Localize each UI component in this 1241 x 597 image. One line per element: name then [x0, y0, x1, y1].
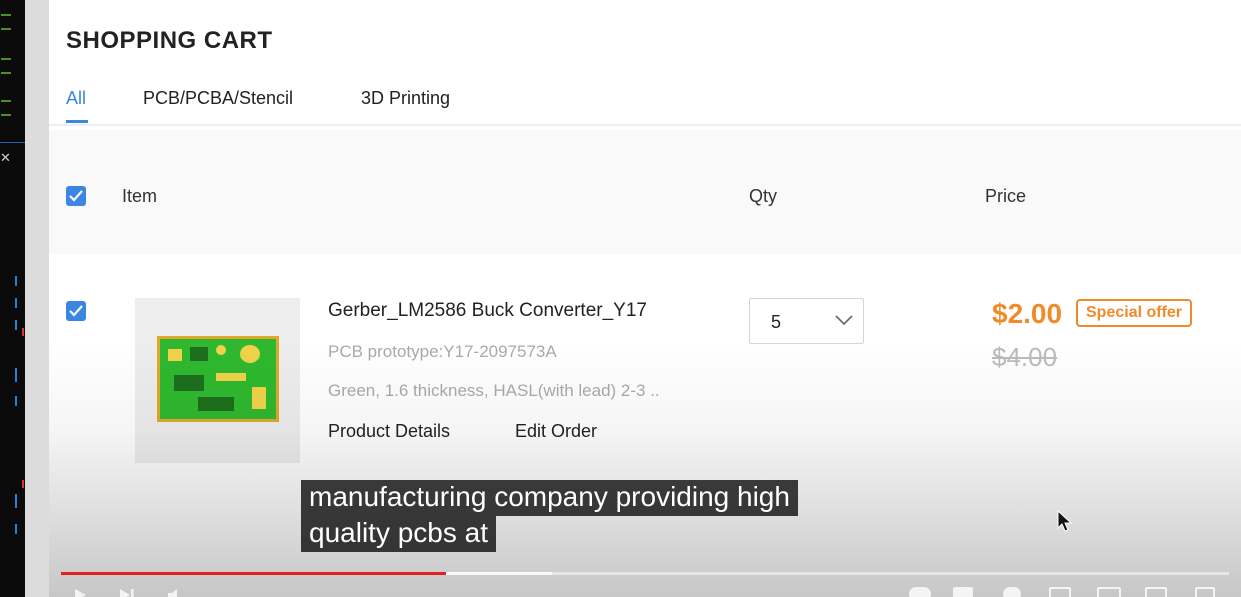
pcb-pad: [240, 345, 260, 363]
page-margin: [25, 0, 49, 597]
left-panel-edge: ✕: [0, 0, 25, 597]
product-name: Gerber_LM2586 Buck Converter_Y17: [328, 300, 647, 321]
quantity-select[interactable]: 5: [749, 298, 864, 344]
shopping-cart-page: SHOPPING CART All PCB/PCBA/Stencil 3D Pr…: [49, 0, 1241, 597]
tab-3d-printing[interactable]: 3D Printing: [361, 88, 451, 108]
cart-tabs: All PCB/PCBA/Stencil 3D Printing: [49, 86, 1241, 126]
panel-marker: [22, 480, 24, 488]
settings-gear-icon[interactable]: [1003, 587, 1021, 597]
panel-text: [1, 14, 11, 16]
pcb-pad: [252, 387, 266, 409]
panel-marker: [15, 320, 17, 330]
pcb-chip: [190, 347, 208, 361]
pcb-pad: [168, 349, 182, 361]
video-played-bar: [61, 572, 447, 575]
active-tab-indicator: [66, 120, 88, 123]
panel-marker: [22, 328, 24, 336]
product-subtitle: PCB prototype:Y17-2097573A: [328, 342, 557, 361]
video-progress-bar[interactable]: [61, 572, 1229, 575]
tab-all[interactable]: All: [66, 88, 87, 108]
product-spec: Green, 1.6 thickness, HASL(with lead) 2-…: [328, 381, 660, 400]
pcb-board-image: [157, 336, 279, 422]
cast-icon[interactable]: [1145, 587, 1167, 597]
panel-marker: [15, 524, 17, 534]
volume-icon[interactable]: [167, 588, 183, 597]
panel-text: [1, 114, 11, 116]
panel-text: [1, 28, 11, 30]
panel-text: [1, 58, 11, 60]
pcb-display: [198, 397, 234, 411]
pcb-chip: [174, 375, 204, 391]
panel-marker: [15, 276, 17, 286]
close-icon[interactable]: ✕: [0, 150, 11, 165]
check-icon: [69, 305, 83, 317]
caption-line-2: quality pcbs at: [301, 516, 496, 552]
column-header-price: Price: [985, 186, 1027, 206]
pcb-pad: [216, 373, 246, 381]
panel-marker: [15, 396, 17, 406]
autoplay-toggle[interactable]: [909, 587, 931, 597]
tab-pcb-pcba-stencil[interactable]: PCB/PCBA/Stencil: [143, 88, 294, 108]
theater-mode-icon[interactable]: [1097, 587, 1121, 597]
special-offer-badge: Special offer: [1076, 299, 1193, 327]
item-price: $2.00: [992, 298, 1063, 329]
edit-order-link[interactable]: Edit Order: [515, 421, 598, 441]
panel-marker: [15, 494, 17, 508]
check-icon: [69, 190, 83, 202]
mouse-cursor-icon: [1057, 510, 1073, 532]
quantity-value: 5: [771, 312, 782, 332]
video-caption: manufacturing company providing high qua…: [301, 480, 798, 552]
page-title: SHOPPING CART: [66, 27, 273, 54]
original-price: $4.00: [992, 342, 1058, 372]
product-details-link[interactable]: Product Details: [328, 421, 451, 441]
pcb-pad: [216, 345, 226, 355]
column-header-qty: Qty: [749, 186, 778, 206]
caption-line-1: manufacturing company providing high: [301, 480, 798, 516]
panel-marker: [15, 298, 17, 308]
fullscreen-icon[interactable]: [1195, 587, 1215, 597]
select-all-checkbox[interactable]: [66, 186, 86, 206]
panel-text: [1, 72, 11, 74]
play-icon[interactable]: [73, 588, 87, 597]
product-thumbnail[interactable]: [135, 298, 300, 463]
item-checkbox[interactable]: [66, 301, 86, 321]
next-icon[interactable]: [119, 588, 135, 597]
table-header: Item Qty Price: [49, 130, 1241, 254]
panel-text: [1, 100, 11, 102]
panel-marker: [15, 368, 17, 382]
subtitles-icon[interactable]: [953, 587, 973, 597]
cart-item-row: Gerber_LM2586 Buck Converter_Y17 PCB pro…: [49, 254, 1241, 597]
video-controls: [61, 583, 1231, 597]
miniplayer-icon[interactable]: [1049, 587, 1071, 597]
column-header-item: Item: [122, 186, 158, 206]
chevron-down-icon: [835, 315, 853, 326]
panel-divider: [0, 142, 25, 143]
